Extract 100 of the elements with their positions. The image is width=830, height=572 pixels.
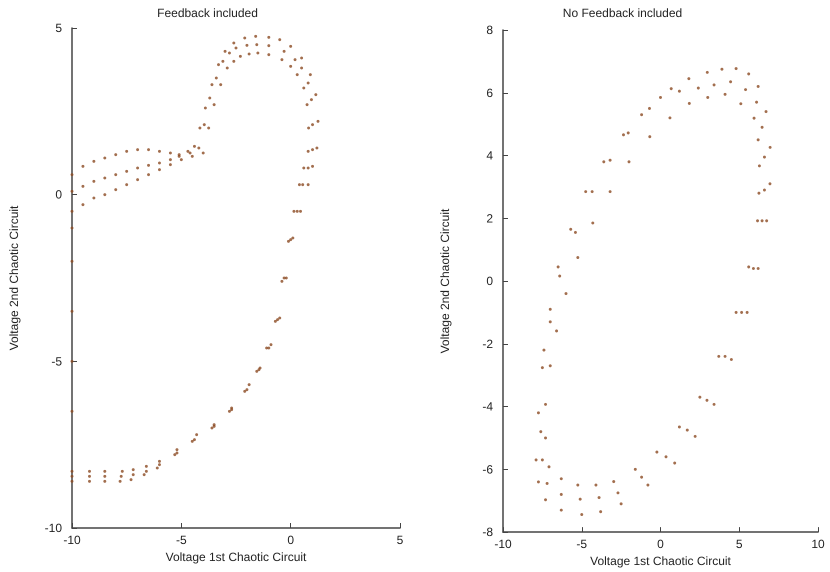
point	[698, 396, 702, 399]
point	[590, 190, 594, 194]
point	[103, 176, 106, 180]
point	[219, 83, 222, 86]
point	[70, 190, 74, 193]
point	[673, 462, 676, 465]
point	[243, 36, 246, 40]
point	[646, 484, 650, 487]
point	[746, 310, 749, 314]
y-tick-label: -2	[482, 336, 494, 351]
point	[678, 90, 681, 93]
point	[655, 450, 658, 454]
point	[202, 123, 206, 126]
point	[294, 58, 297, 62]
point	[224, 50, 227, 53]
point	[717, 354, 720, 358]
point	[542, 348, 546, 352]
point	[678, 425, 681, 428]
point	[534, 458, 538, 462]
point	[92, 160, 96, 163]
point	[598, 496, 601, 500]
point	[306, 166, 310, 170]
point	[724, 354, 727, 358]
point	[70, 260, 74, 263]
point	[144, 470, 148, 473]
point	[296, 210, 299, 213]
point	[580, 513, 584, 516]
point	[686, 428, 689, 432]
point	[584, 190, 588, 194]
point	[136, 166, 140, 170]
point	[168, 163, 172, 166]
point	[267, 44, 270, 48]
point	[564, 292, 568, 296]
point	[114, 188, 118, 192]
point	[254, 34, 258, 38]
point	[756, 138, 760, 142]
point	[70, 310, 74, 313]
point	[245, 44, 248, 47]
point	[299, 210, 302, 213]
point	[147, 148, 150, 152]
point	[228, 410, 231, 413]
point	[280, 58, 284, 62]
point	[544, 402, 548, 406]
point	[144, 464, 148, 468]
point	[688, 102, 691, 105]
y-tick-label: -8	[482, 525, 494, 540]
point	[158, 463, 161, 466]
point	[188, 152, 192, 154]
point	[228, 52, 231, 54]
point	[92, 180, 96, 183]
point	[88, 474, 91, 478]
point	[168, 158, 172, 162]
point	[768, 182, 772, 186]
point	[724, 92, 727, 96]
point	[278, 316, 282, 320]
point	[180, 158, 183, 162]
point	[158, 460, 161, 463]
point	[612, 480, 616, 484]
point	[608, 190, 612, 194]
point	[558, 274, 562, 278]
point	[622, 133, 625, 136]
point	[289, 238, 292, 242]
point	[197, 146, 200, 150]
point	[602, 160, 606, 164]
point	[302, 166, 306, 170]
point	[756, 267, 760, 270]
point	[210, 83, 214, 86]
y-tick-label: 8	[486, 23, 494, 37]
point	[92, 196, 96, 200]
point	[620, 502, 623, 506]
point	[560, 492, 563, 496]
point	[752, 267, 755, 270]
point	[142, 473, 146, 476]
point	[734, 67, 738, 70]
y-axis-title: Voltage 2nd Chaotic Circuit	[438, 208, 452, 354]
point	[560, 508, 563, 512]
point	[315, 146, 318, 150]
point	[306, 150, 310, 153]
point	[81, 203, 84, 206]
point	[659, 96, 662, 99]
point	[103, 193, 106, 196]
y-axis-title: Voltage 2nd Chaotic Circuit	[7, 204, 21, 350]
point	[599, 510, 602, 514]
point	[648, 106, 651, 110]
chart-title: Feedback included	[157, 6, 258, 20]
point	[156, 466, 159, 470]
point	[296, 73, 299, 76]
point	[147, 173, 150, 176]
y-tick-label: -5	[51, 354, 62, 368]
point	[70, 474, 74, 478]
point	[311, 148, 314, 152]
point	[70, 480, 74, 483]
y-tick-label: -10	[44, 521, 62, 535]
point	[195, 433, 198, 436]
point	[687, 77, 690, 80]
point	[760, 219, 764, 222]
point	[276, 318, 280, 322]
point	[118, 480, 122, 483]
point	[752, 116, 756, 120]
point	[547, 465, 550, 468]
